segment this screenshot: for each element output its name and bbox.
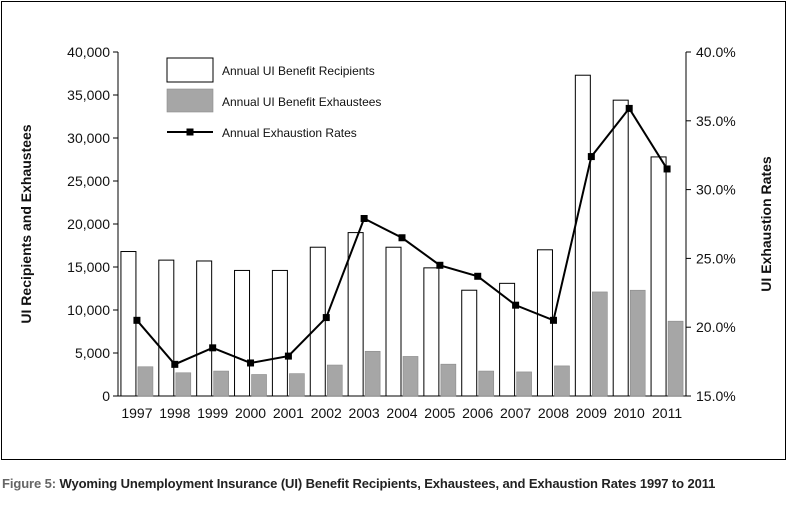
exhaustion-rate-point — [625, 104, 633, 112]
exhaustees-bar — [251, 374, 267, 397]
chart-frame: 0 5,000 10,000 15,000 20,000 25,000 30,000 35,0… — [1, 1, 786, 460]
exhaustees-bar — [137, 366, 154, 397]
recipients-bar — [574, 74, 591, 397]
exhaustees-bar — [326, 364, 343, 397]
left-tick-label: 20,000 — [67, 216, 110, 232]
right-tick-label: 35.0% — [696, 113, 736, 129]
x-tick-label: 2005 — [424, 405, 455, 421]
exhaustees-bar — [175, 372, 192, 397]
caption-text: Wyoming Unemployment Insurance (UI) Bene… — [56, 476, 716, 491]
x-tick-label: 1998 — [159, 405, 190, 421]
exhaustees-bar — [516, 371, 532, 397]
legend-swatch-recipients — [166, 57, 214, 83]
exhaustion-rate-point — [360, 214, 368, 222]
recipients-bar — [461, 289, 478, 397]
exhaustees-bar — [478, 370, 495, 397]
right-tick-label: 20.0% — [696, 319, 736, 335]
left-tick-label: 10,000 — [67, 302, 110, 318]
exhaustees-bar — [667, 320, 684, 397]
left-tick-label: 40,000 — [67, 44, 110, 60]
recipients-bar — [499, 282, 516, 397]
right-tick-label: 25.0% — [696, 250, 736, 266]
exhaustion-rate-point — [171, 360, 179, 368]
exhaustion-rate-point — [663, 165, 671, 173]
recipients-bar — [234, 269, 251, 397]
x-tick-label: 2011 — [652, 405, 682, 421]
exhaustion-rate-point — [209, 344, 217, 352]
legend-label-rate: Annual Exhaustion Rates — [222, 126, 357, 140]
right-tick-label: 40.0% — [696, 44, 736, 60]
exhaustees-bar — [440, 363, 457, 397]
left-axis-title: UI Recipients and Exhaustees — [18, 124, 34, 323]
chart-svg: 0 5,000 10,000 15,000 20,000 25,000 30,000 35,0… — [18, 44, 774, 421]
recipients-bar — [271, 269, 288, 397]
exhaustees-bar — [289, 373, 305, 397]
x-tick-label: 2004 — [386, 405, 417, 421]
exhaustion-rate-point — [436, 261, 444, 269]
exhaustion-rate-point — [512, 301, 520, 309]
right-tick-label: 15.0% — [696, 388, 736, 404]
exhaustion-rate-point — [247, 359, 255, 367]
exhaustion-rate-point — [587, 153, 595, 161]
exhaustion-rate-point — [322, 314, 330, 322]
left-tick-label: 5,000 — [75, 345, 110, 361]
recipients-bar — [196, 260, 213, 397]
exhaustion-rate-point — [398, 234, 406, 242]
exhaustees-bar — [554, 365, 570, 397]
x-tick-label: 2002 — [311, 405, 342, 421]
legend-label-exhaustees: Annual UI Benefit Exhaustees — [222, 95, 381, 109]
recipients-bar — [309, 246, 326, 397]
exhaustion-rate-point — [133, 316, 141, 324]
figure-caption: Figure 5: Wyoming Unemployment Insurance… — [2, 476, 715, 491]
exhaustees-bar — [364, 350, 381, 397]
exhaustees-bar — [629, 289, 646, 397]
left-tick-label: 15,000 — [67, 259, 110, 275]
caption-prefix: Figure 5: — [2, 476, 56, 491]
x-tick-label: 2006 — [462, 405, 493, 421]
exhaustion-rate-point — [549, 316, 557, 324]
x-tick-label: 2000 — [235, 405, 266, 421]
x-tick-label: 2001 — [273, 405, 304, 421]
recipients-bar — [385, 246, 402, 397]
left-tick-label: 35,000 — [67, 87, 110, 103]
x-tick-label: 2007 — [500, 405, 531, 421]
x-tick-label: 2009 — [576, 405, 607, 421]
x-tick-label: 2008 — [538, 405, 569, 421]
recipients-bar — [612, 99, 629, 397]
x-tick-label: 1997 — [121, 405, 152, 421]
recipients-bar — [423, 267, 440, 397]
legend-label-recipients: Annual UI Benefit Recipients — [222, 64, 375, 78]
legend-swatch-exhaustees — [166, 88, 214, 113]
legend-swatch-rate-marker — [186, 128, 194, 136]
x-tick-label: 2003 — [349, 405, 380, 421]
right-axis-title: UI Exhaustion Rates — [758, 156, 774, 292]
exhaustees-bar — [402, 356, 419, 397]
left-tick-label: 30,000 — [67, 130, 110, 146]
right-tick-label: 30.0% — [696, 182, 736, 198]
x-tick-label: 2010 — [614, 405, 645, 421]
left-tick-label: 25,000 — [67, 173, 110, 189]
x-tick-label: 1999 — [197, 405, 228, 421]
recipients-bar — [347, 232, 364, 397]
recipients-bar — [158, 259, 175, 397]
exhaustion-rate-point — [474, 272, 482, 280]
exhaustees-bar — [592, 291, 608, 397]
left-tick-label: 0 — [102, 388, 110, 404]
exhaustion-rate-point — [284, 352, 292, 360]
exhaustees-bar — [213, 370, 229, 397]
recipients-bar — [650, 156, 667, 397]
